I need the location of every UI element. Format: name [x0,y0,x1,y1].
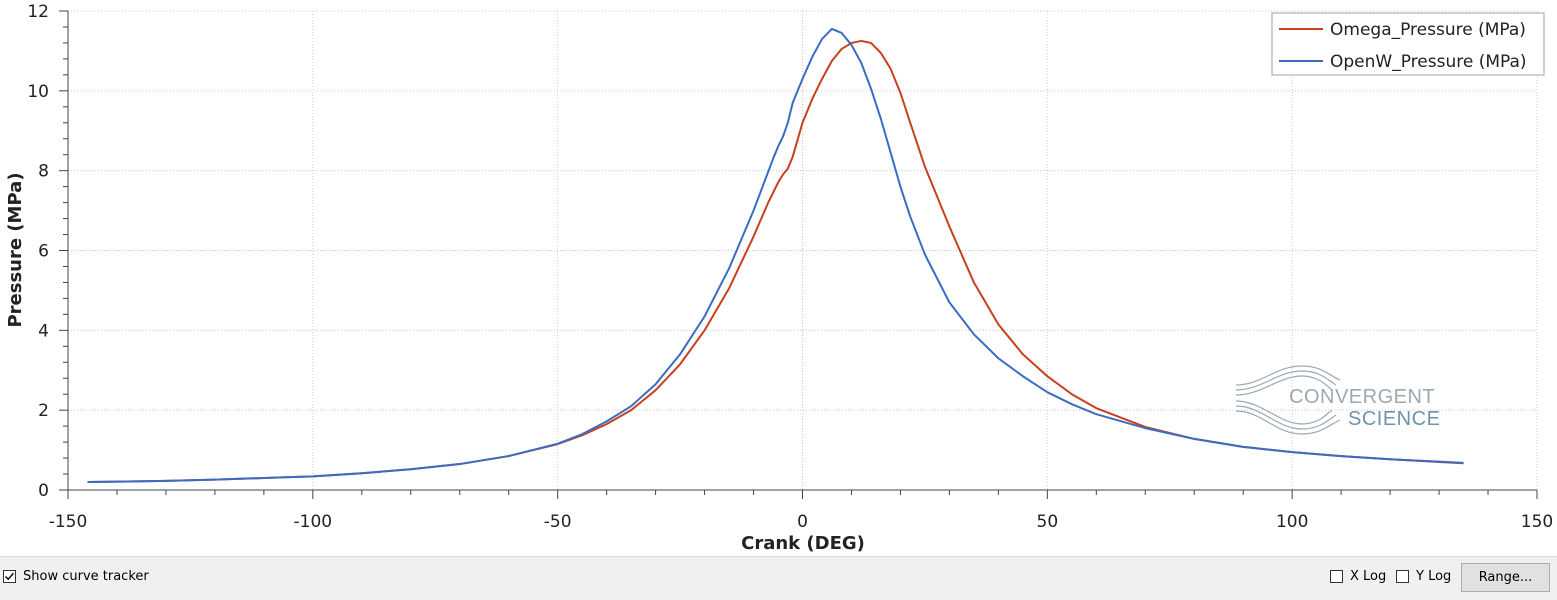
y-tick-label: 8 [38,162,49,182]
legend-label-openw: OpenW_Pressure (MPa) [1330,52,1527,72]
checkbox-checked-icon[interactable] [3,570,16,583]
series-layer [87,27,1464,484]
y-tick-label: 12 [27,2,49,22]
logo-text-line2: SCIENCE [1348,408,1440,430]
legend: Omega_Pressure (MPa) OpenW_Pressure (MPa… [1271,12,1545,76]
x-tick-label: 0 [797,512,808,532]
y-axis-label: Pressure (MPa) [5,172,26,327]
y-tick-label: 10 [27,82,49,102]
pressure-chart: CONVERGENT SCIENCE -150 -100 -50 0 50 100 150 0… [5,2,1553,554]
checkbox-unchecked-icon[interactable] [1396,570,1409,583]
x-tick-label: 100 [1276,512,1308,532]
grid [67,10,1538,491]
show-curve-tracker-label: Show curve tracker [23,569,149,584]
axes: -150 -100 -50 0 50 100 150 0 2 4 6 8 10 12 [27,2,1553,532]
y-tick-label: 2 [38,401,49,421]
x-log-checkbox[interactable]: X Log [1330,569,1386,584]
x-log-label: X Log [1350,569,1387,584]
logo-swoosh-icon [1235,365,1341,435]
x-tick-label: 50 [1037,512,1059,532]
show-curve-tracker-checkbox[interactable]: Show curve tracker [3,569,149,584]
series-line-1 [87,27,1464,484]
x-tick-label: 150 [1521,512,1553,532]
x-tick-label: -150 [49,512,88,532]
y-tick-label: 4 [38,321,49,341]
range-button[interactable]: Range... [1461,563,1550,592]
y-log-label: Y Log [1416,569,1452,584]
legend-box [1271,12,1545,76]
convergent-science-logo: CONVERGENT SCIENCE [1235,365,1440,435]
logo-text-line1: CONVERGENT [1289,386,1435,408]
x-axis-label: Crank (DEG) [741,533,865,554]
y-tick-label: 6 [38,242,49,262]
y-log-checkbox[interactable]: Y Log [1396,569,1451,584]
checkbox-unchecked-icon[interactable] [1330,570,1343,583]
bottom-toolbar: Show curve tracker X Log Y Log Range... [0,556,1557,600]
y-tick-label: 0 [38,481,49,501]
legend-label-omega: Omega_Pressure (MPa) [1330,20,1526,40]
x-tick-label: -100 [294,512,333,532]
x-tick-label: -50 [544,512,572,532]
